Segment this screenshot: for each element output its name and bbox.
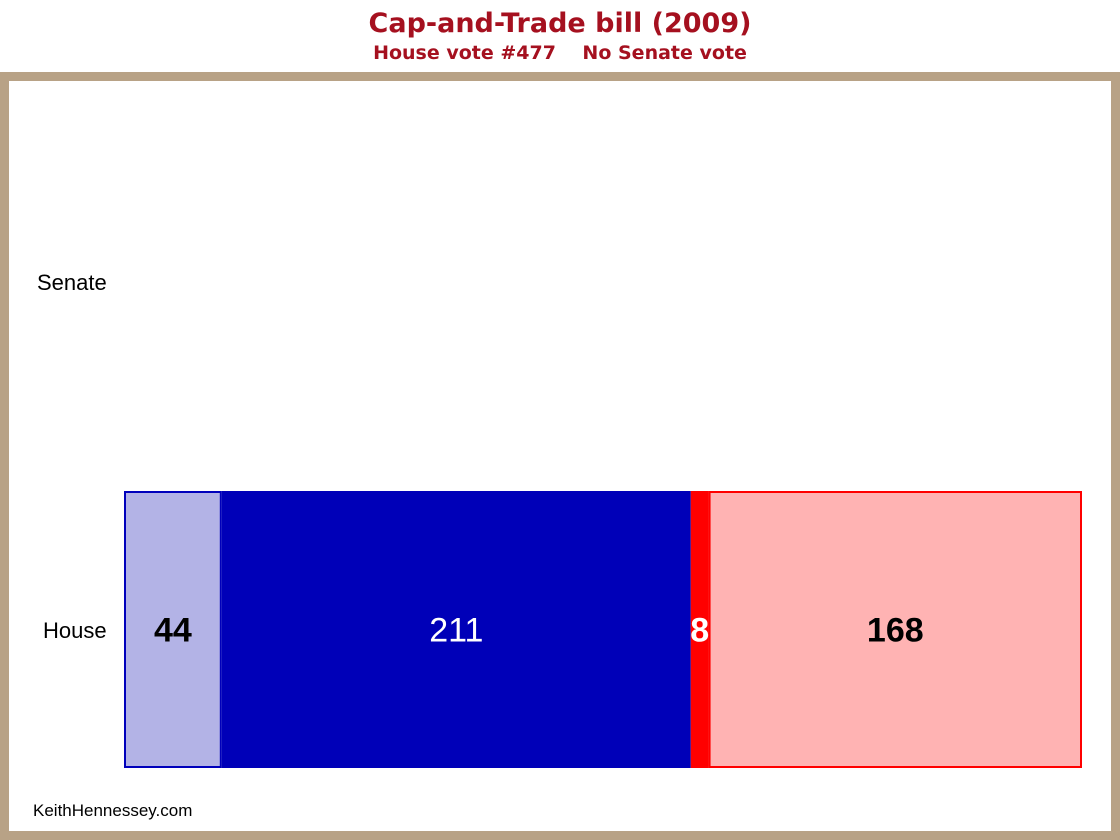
bar-label-house-0: 44 [154,612,192,650]
bar-house-1 [221,491,691,768]
row-label-house: House [43,618,107,643]
bar-label-house-1: 211 [429,612,483,650]
chart-subtitle: House vote #477 No Senate vote [373,42,747,64]
bar-house-3 [708,491,1082,768]
row-label-senate: Senate [37,270,107,295]
credit-text: KeithHennessey.com [33,801,193,820]
chart-title: Cap-and-Trade bill (2009) [368,8,752,39]
bar-label-house-2: 8 [690,612,709,650]
bar-label-house-3: 168 [867,612,924,650]
bar-house-2 [690,491,709,768]
bar-house-0 [124,491,222,768]
